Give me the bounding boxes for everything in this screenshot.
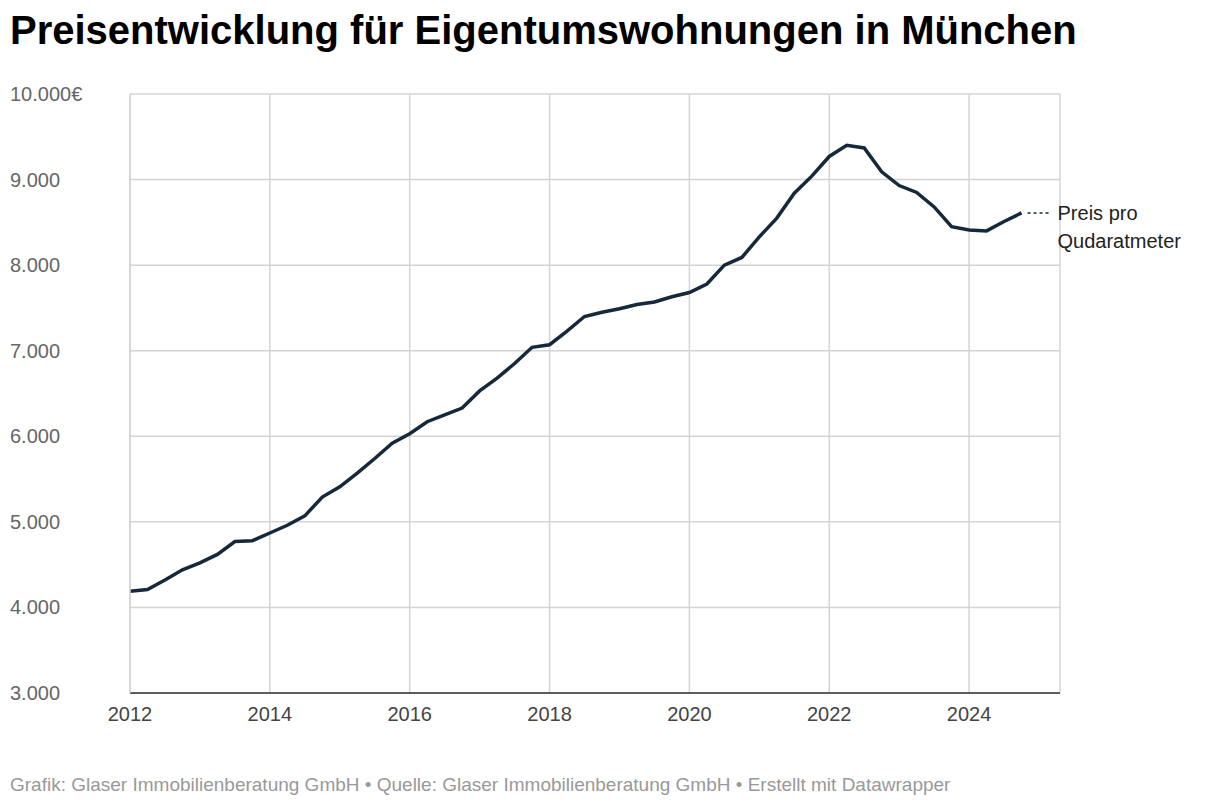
svg-text:4.000: 4.000 <box>10 596 60 618</box>
svg-text:7.000: 7.000 <box>10 340 60 362</box>
svg-text:2012: 2012 <box>108 703 153 725</box>
svg-text:5.000: 5.000 <box>10 511 60 533</box>
svg-text:2018: 2018 <box>527 703 572 725</box>
svg-text:8.000: 8.000 <box>10 254 60 276</box>
svg-text:2022: 2022 <box>807 703 852 725</box>
svg-text:6.000: 6.000 <box>10 425 60 447</box>
html-text:Grafik: Glaser Immobilienberat: Grafik: Glaser Immobilienberatung GmbH •… <box>10 774 951 795</box>
svg-text:2020: 2020 <box>667 703 712 725</box>
svg-text:2016: 2016 <box>387 703 432 725</box>
svg-text:3.000: 3.000 <box>10 682 60 704</box>
svg-text:10.000€: 10.000€ <box>10 83 82 105</box>
svg-text:Preis pro: Preis pro <box>1058 202 1138 224</box>
svg-text:Qudaratmeter: Qudaratmeter <box>1058 230 1182 252</box>
svg-text:2024: 2024 <box>947 703 992 725</box>
svg-text:9.000: 9.000 <box>10 169 60 191</box>
svg-text:2014: 2014 <box>248 703 293 725</box>
html-text:Preisentwicklung für Eigentums: Preisentwicklung für Eigentumswohnungen … <box>10 8 1077 52</box>
